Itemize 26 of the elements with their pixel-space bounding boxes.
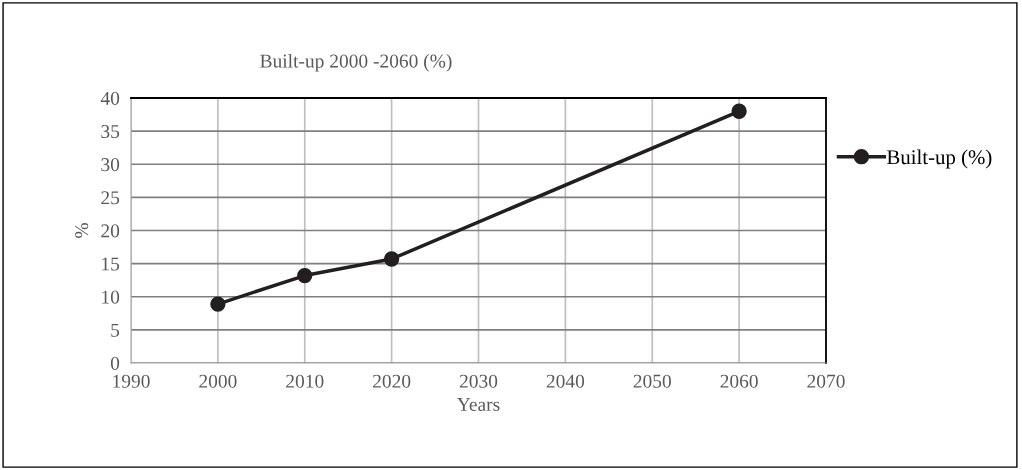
y-tick-label: 25: [101, 191, 120, 205]
y-tick-label: 0: [110, 356, 120, 370]
legend-label: Built-up (%): [887, 149, 992, 169]
point: [383, 251, 400, 267]
point: [297, 267, 313, 284]
y-tick-label: 30: [101, 158, 120, 172]
y-tick-label: 40: [100, 91, 120, 105]
x-tick-label: 2000: [199, 374, 237, 388]
y-tick-label: 20: [101, 224, 120, 238]
x-tick-label: 2070: [807, 374, 845, 388]
chart-title: Built-up 2000 -2060 (%): [260, 53, 452, 72]
y-tick-label: 15: [102, 257, 120, 271]
x-tick-label: 2020: [373, 374, 411, 388]
y-tick-label: 35: [101, 125, 120, 139]
point: [731, 103, 747, 119]
x-tick-label: 1990: [113, 374, 150, 388]
x-tick-label: 2010: [286, 374, 324, 388]
point: [210, 296, 226, 312]
x-tick-label: 2040: [546, 374, 585, 388]
x-tick-label: 2030: [459, 374, 498, 388]
y-tick-label: 10: [102, 290, 120, 304]
x-tick-label: 2050: [633, 374, 671, 388]
x-tick-label: 2060: [720, 374, 758, 388]
x-axis-title: Years: [457, 398, 500, 411]
y-axis-title: %: [75, 223, 89, 238]
y-tick-label: 5: [111, 323, 120, 337]
